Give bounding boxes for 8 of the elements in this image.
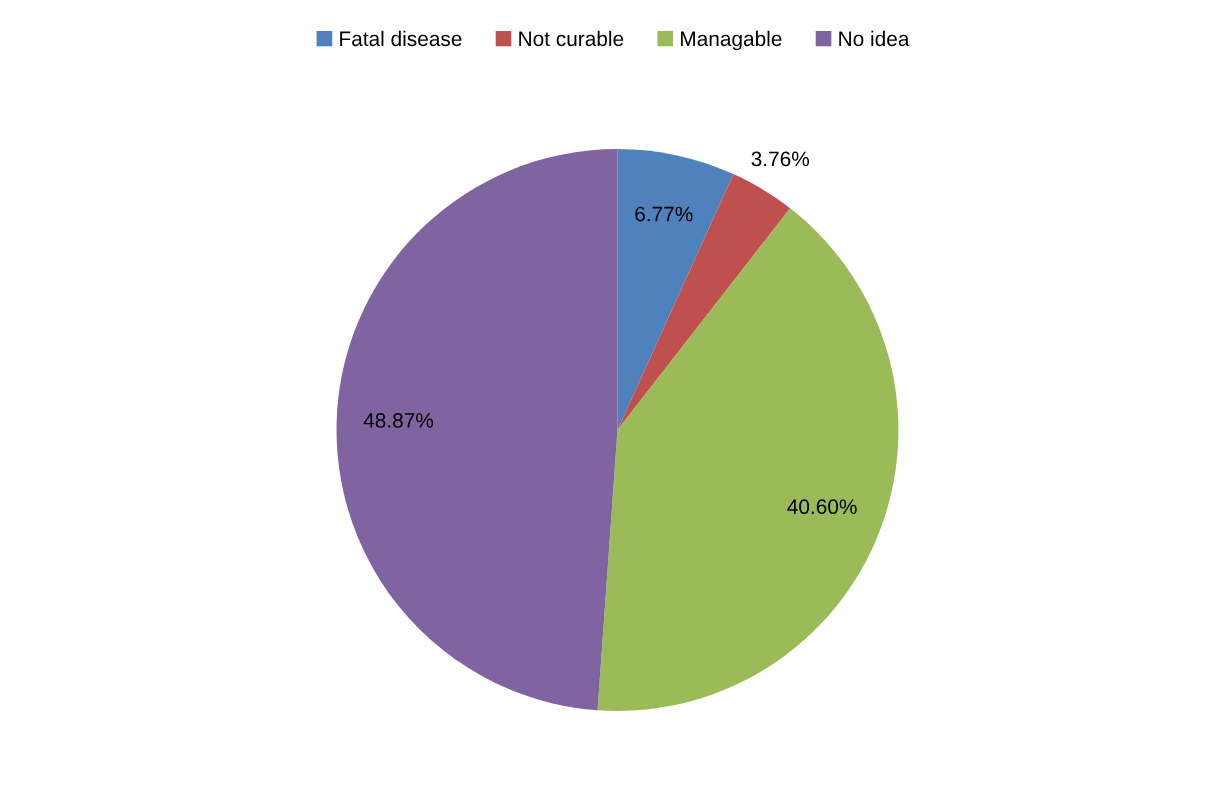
legend-label: Fatal disease: [340, 30, 462, 47]
legend-label: Managable: [681, 30, 782, 51]
data-label: 3.76%: [751, 151, 810, 167]
legend-label: Not curable: [519, 30, 624, 47]
data-label: 6.77%: [635, 206, 693, 222]
legend-label: No idea: [839, 30, 910, 47]
data-label: 48.87%: [363, 413, 434, 428]
data-label: 40.60%: [787, 499, 857, 515]
